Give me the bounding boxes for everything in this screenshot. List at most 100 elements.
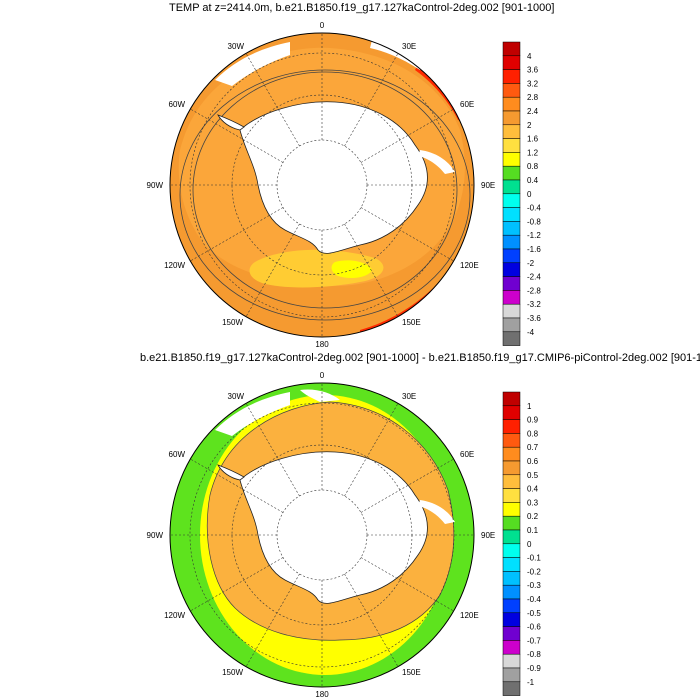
colorbar-label: -0.4 xyxy=(527,204,541,213)
land-patch xyxy=(215,42,290,86)
colorbar-label: 0.6 xyxy=(527,457,539,466)
antarctic-peninsula xyxy=(217,464,245,481)
colorbar-label: -0.8 xyxy=(527,650,541,659)
lon-label-30w: 30W xyxy=(228,392,245,401)
graticule-spoke xyxy=(190,108,284,163)
colorbar-swatch xyxy=(502,110,521,126)
colorbar-swatch xyxy=(502,193,521,208)
graticule-spoke xyxy=(190,207,284,262)
colorbar-swatch xyxy=(502,405,521,420)
graticule-circle xyxy=(189,52,455,318)
colorbar-swatch xyxy=(502,179,521,195)
colorbar-label: 0 xyxy=(527,540,532,549)
colorbar-swatch xyxy=(502,681,521,696)
map-border xyxy=(169,382,475,688)
graticule-spoke xyxy=(360,458,454,513)
colorbar-swatch xyxy=(502,262,521,277)
lon-label-60w: 60W xyxy=(169,100,186,109)
lon-label-150w: 150W xyxy=(222,668,243,677)
colorbar-swatch xyxy=(502,234,521,250)
longitude-labels: 0 30E 60E 90E 120E 150E 180 150W 120W 90… xyxy=(147,21,496,349)
colorbar-swatch xyxy=(502,419,521,434)
lon-label-120w: 120W xyxy=(164,261,185,270)
colorbar-label: 2 xyxy=(527,121,532,130)
lon-label-90w: 90W xyxy=(147,181,164,190)
colorbar-label: -1.2 xyxy=(527,231,541,240)
colorbar-label: 1 xyxy=(527,402,532,411)
colorbar-swatch xyxy=(502,165,521,181)
graticule-spoke xyxy=(245,53,300,147)
colorbar-label: 0.4 xyxy=(527,485,539,494)
colorbar-swatch xyxy=(502,331,521,346)
panel2-title: b.e21.B1850.f19_g17.127kaControl-2deg.00… xyxy=(140,352,700,364)
colorbar-label: -0.6 xyxy=(527,623,541,632)
colorbar-swatch xyxy=(502,290,521,305)
colorbar-swatch xyxy=(502,653,521,669)
colorbar-label: 0.8 xyxy=(527,429,539,438)
colorbar-swatch xyxy=(502,460,521,476)
graticule-spoke xyxy=(245,223,300,317)
lon-label-30w: 30W xyxy=(228,42,245,51)
lon-label-150w: 150W xyxy=(222,318,243,327)
graticule-spokes xyxy=(170,33,474,337)
lon-label-90w: 90W xyxy=(147,531,164,540)
colorbar-label: -4 xyxy=(527,328,535,337)
longitude-labels: 0 30E 60E 90E 120E 150E 180 150W 120W 90… xyxy=(147,371,496,699)
colorbar-swatch xyxy=(502,474,521,489)
lon-label-180: 180 xyxy=(315,690,329,699)
colorbar-swatch xyxy=(502,124,521,139)
lon-label-0: 0 xyxy=(320,371,325,380)
colorbar-label: 2.4 xyxy=(527,107,539,116)
panel1-map: 0 30E 60E 90E 120E 150E 180 150W 120W 90… xyxy=(147,21,542,349)
colorbar-swatch xyxy=(502,584,521,600)
colorbar-label: -3.6 xyxy=(527,314,541,323)
graticule-spoke xyxy=(360,108,454,163)
colorbar-label: -1.6 xyxy=(527,245,541,254)
lon-label-120e: 120E xyxy=(460,611,479,620)
colorbar-swatch xyxy=(502,248,521,264)
lon-label-60w: 60W xyxy=(169,450,186,459)
graticule-spoke xyxy=(344,53,399,147)
colorbar-label: 0.7 xyxy=(527,443,539,452)
land-patch xyxy=(300,389,340,402)
colorbar-label: 2.8 xyxy=(527,93,539,102)
panel1-colorbar: 4 3.6 3.2 2.8 2.4 2 1.6 1.2 0.8 0.4 0 -0.4 -0.8 -1.2 -… xyxy=(502,41,541,346)
graticule-spoke xyxy=(360,557,454,612)
colorbar-swatch xyxy=(502,69,521,84)
panel1-title: TEMP at z=2414.0m, b.e21.B1850.f19_g17.1… xyxy=(169,2,555,14)
graticule-spoke xyxy=(245,573,300,667)
colorbar-label: 1.6 xyxy=(527,135,539,144)
lon-label-150e: 150E xyxy=(402,668,421,677)
contour-line xyxy=(192,71,458,309)
lon-label-30e: 30E xyxy=(402,42,416,51)
lon-label-120w: 120W xyxy=(164,611,185,620)
land-patch xyxy=(418,150,455,174)
panel2-map: 0 30E 60E 90E 120E 150E 180 150W 120W 90… xyxy=(147,371,542,699)
graticule-spoke xyxy=(245,403,300,497)
lon-label-0: 0 xyxy=(320,21,325,30)
colorbar-swatch xyxy=(502,55,521,70)
colorbar-label: -0.5 xyxy=(527,609,541,618)
colorbar-swatch xyxy=(502,138,521,153)
colorbar-label: -0.2 xyxy=(527,567,541,576)
colorbar-label: 0.2 xyxy=(527,512,539,521)
colorbar-label: 0.4 xyxy=(527,176,539,185)
colorbar-swatch xyxy=(502,96,521,112)
colorbar-swatch xyxy=(502,571,521,586)
graticule-spoke xyxy=(344,573,399,667)
colorbar-swatch xyxy=(502,207,521,222)
colorbar-swatch xyxy=(502,515,521,531)
colorbar-swatch xyxy=(502,317,521,333)
colorbar-label: 0.9 xyxy=(527,416,539,425)
colorbar-label: -0.4 xyxy=(527,595,541,604)
colorbar-swatch xyxy=(502,529,521,545)
contour-line xyxy=(179,69,471,321)
colorbar-label: 0.1 xyxy=(527,526,539,535)
colorbar-swatch xyxy=(502,83,521,98)
colorbar-label: -0.9 xyxy=(527,664,541,673)
colorbar-label: -2.8 xyxy=(527,286,541,295)
yellow-band xyxy=(249,249,384,288)
colorbar-label: 1.2 xyxy=(527,148,539,157)
colorbar-label: -0.8 xyxy=(527,217,541,226)
